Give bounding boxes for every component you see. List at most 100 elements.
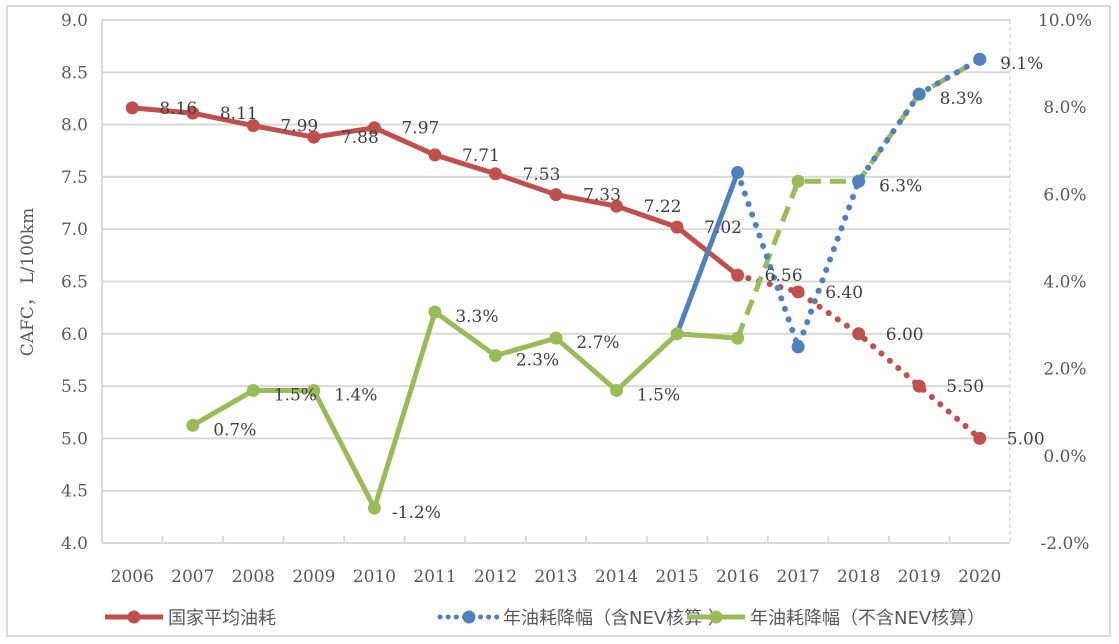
legend-marker-icon: [709, 610, 723, 624]
y-left-tick-label: 6.5: [61, 273, 88, 293]
y-left-tick-label: 7.5: [61, 168, 88, 188]
x-tick-label: 2018: [837, 567, 880, 587]
data-label: 2.7%: [576, 333, 619, 353]
data-point: [852, 327, 866, 341]
x-tick-label: 2011: [413, 567, 456, 587]
data-label: 7.33: [583, 186, 621, 206]
data-point: [428, 148, 442, 162]
y-left-tick-label: 4.5: [61, 482, 88, 502]
data-point: [731, 331, 745, 345]
data-label: 5.00: [1007, 429, 1045, 449]
legend-label: 国家平均油耗: [168, 608, 276, 629]
y-axis-title: CAFC， L/100km: [18, 208, 38, 356]
x-tick-label: 2013: [534, 567, 577, 587]
x-tick-label: 2014: [595, 567, 638, 587]
data-point: [731, 166, 745, 180]
legend-marker-icon: [127, 610, 141, 624]
y-left-tick-label: 9.0: [61, 11, 88, 31]
data-label: 8.3%: [940, 89, 983, 109]
data-label: 1.5%: [274, 385, 317, 405]
data-point: [973, 431, 987, 445]
data-point: [791, 340, 805, 354]
data-point: [791, 285, 805, 299]
data-point: [912, 87, 926, 101]
data-label: 0.7%: [213, 420, 256, 440]
data-point: [367, 121, 381, 135]
data-point: [428, 305, 442, 319]
data-label: 8.11: [220, 104, 258, 124]
x-tick-label: 2007: [171, 567, 214, 587]
legend-marker-icon: [462, 610, 476, 624]
data-point: [610, 199, 624, 213]
y-right-tick-label: 10.0%: [1038, 11, 1092, 31]
data-label: 1.4%: [334, 385, 377, 405]
data-label: 1.5%: [637, 385, 680, 405]
data-label: 7.99: [280, 117, 318, 137]
y-left-tick-label: 8.0: [61, 116, 88, 136]
data-point: [610, 383, 624, 397]
data-label: 5.50: [946, 377, 984, 397]
y-left-tick-label: 5.0: [61, 429, 88, 449]
x-tick-label: 2009: [292, 567, 335, 587]
series-line-1: [674, 170, 741, 337]
data-label: 6.00: [886, 325, 924, 345]
y-right-tick-label: 6.0%: [1043, 185, 1086, 205]
data-label: 9.1%: [1000, 54, 1043, 74]
y-right-tick-label: 0.0%: [1043, 447, 1086, 467]
data-label: 6.3%: [879, 176, 922, 196]
legend-label: 年油耗降幅（含NEV核算 ）: [503, 608, 726, 629]
y-right-tick-label: -2.0%: [1041, 534, 1090, 554]
y-right-tick-label: 8.0%: [1043, 98, 1086, 118]
legend: 国家平均油耗 年油耗降幅（含NEV核算 ） 年油耗降幅（不含NEV核算）: [105, 608, 985, 629]
y-right-tick-label: 4.0%: [1043, 273, 1086, 293]
data-label: 7.71: [462, 146, 500, 166]
data-label: 7.97: [401, 119, 439, 139]
data-point: [670, 220, 684, 234]
data-point: [549, 188, 563, 202]
series-points: [125, 52, 987, 515]
y-left-tick-label: 7.0: [61, 220, 88, 240]
data-point: [246, 119, 260, 133]
x-tick-label: 2016: [716, 567, 759, 587]
data-point: [307, 383, 321, 397]
data-point: [852, 174, 866, 188]
data-label: 3.3%: [455, 307, 498, 327]
y-left-tick-label: 5.5: [61, 377, 88, 397]
x-tick-label: 2017: [777, 567, 820, 587]
data-point: [488, 349, 502, 363]
axes: 9.0 8.5 8.0 7.5 7.0 6.5 6.0 5.5 5.0 4.5 4.0 2006 200…: [61, 11, 1092, 587]
x-tick-label: 2012: [474, 567, 517, 587]
y-right-tick-label: 2.0%: [1043, 360, 1086, 380]
x-tick-label: 2020: [958, 567, 1001, 587]
y-left-tick-label: 6.0: [61, 325, 88, 345]
x-tick-label: 2008: [232, 567, 275, 587]
data-point: [731, 268, 745, 282]
data-label: 7.88: [341, 128, 379, 148]
x-tick-label: 2010: [353, 567, 396, 587]
data-point: [488, 167, 502, 181]
series-line-2: [190, 309, 741, 511]
x-tick-label: 2006: [111, 567, 154, 587]
data-point: [912, 379, 926, 393]
data-label: 6.56: [765, 266, 803, 286]
data-point: [670, 327, 684, 341]
data-label: 6.40: [825, 283, 863, 303]
data-label: 7.22: [644, 197, 682, 217]
x-tick-label: 2015: [655, 567, 698, 587]
legend-label: 年油耗降幅（不含NEV核算）: [750, 608, 985, 629]
data-point: [307, 130, 321, 144]
data-label: 7.02: [704, 218, 742, 238]
data-point: [125, 101, 139, 115]
gridlines: [102, 19, 1010, 544]
data-labels: 8.16 8.11 7.99 7.88 7.97 7.71 7.53 7.33 7.22 7.02…: [159, 54, 1044, 523]
chart-frame: [6, 5, 1111, 637]
y-left-tick-label: 4.0: [61, 534, 88, 554]
y-left-tick-label: 8.5: [61, 63, 88, 83]
data-label: 2.3%: [516, 351, 559, 371]
data-point: [549, 331, 563, 345]
data-point: [791, 174, 805, 188]
data-label: 8.16: [159, 99, 197, 119]
x-tick-label: 2019: [898, 567, 941, 587]
data-point: [186, 418, 200, 432]
